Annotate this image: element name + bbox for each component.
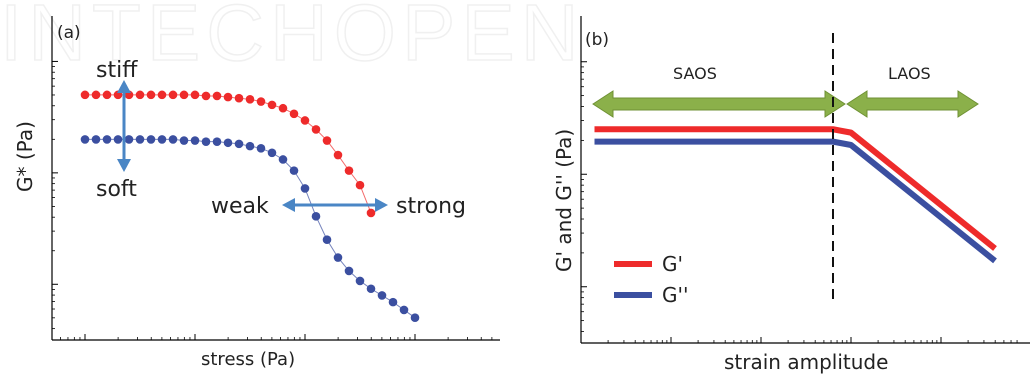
panel-a-series-1-point [212,137,222,146]
panel-a-series-1-point [322,235,332,245]
panel-a-series [80,90,420,323]
panel-b-label: (b) [585,30,609,50]
panel-a-series-1-point [355,276,365,286]
panel-a-series-1-point [344,266,354,276]
panel-b-x-axis-label: strain amplitude [724,350,888,374]
panel-a-series-1-point [80,135,90,144]
panel-a-series-0-point [102,90,112,100]
panel-a-series-0-point [80,90,90,100]
panel-a-series-0-point [245,95,255,104]
panel-a-axes [51,16,500,341]
legend: G' G'' [614,252,689,307]
strong-label: strong [396,194,466,219]
panel-a-x-axis-label: stress (Pa) [201,349,295,370]
panel-a-series-1-point [377,291,387,300]
stiff-label: stiff [96,58,138,83]
panel-a-series-1-point [399,305,409,315]
legend-g-double-prime-label: G'' [662,283,689,307]
panel-a-series-0-point [278,103,288,113]
panel-a-series-1-point [289,166,299,175]
panel-a-series-1-point [300,184,310,193]
panel-a-series-1-point [311,212,321,221]
panel-a-series-1-point [124,135,134,144]
panel-a-series-1-point [179,136,189,145]
panel-a-label: (a) [57,23,81,43]
panel-a-series-0-point [267,100,277,110]
weak-strong-arrow [282,198,388,212]
panel-a-series-1-point [223,138,233,148]
watermark: INTECHOPEN [0,0,585,77]
laos-arrow [846,90,979,118]
panel-a-series-0-point [366,208,376,218]
panel-a-series-1-point [190,136,200,145]
panel-a-series-1-point [234,139,244,149]
panel-a-y-axis-label: G* (Pa) [13,121,37,192]
panel-a-series-1-point [135,135,145,144]
panel-a-series-1-point [201,137,211,146]
panel-a-series-0-point [157,90,167,100]
panel-a-series-0-point [146,90,156,100]
panel-a-series-0-point [300,116,310,125]
panel-a-series-0-point [333,150,343,160]
soft-label: soft [96,177,137,202]
panel-b-series-0-line [594,126,997,251]
saos-region-label: SAOS [673,64,717,83]
panel-a-series-1-point [388,297,398,307]
panel-a-series-1-point [146,135,156,144]
panel-a-series-1-point [278,155,288,164]
panel-a-series-0-point [355,180,365,190]
panel-a-series-1-point [410,313,420,323]
panel-a-series-1-point [267,148,277,158]
panel-a-series-1-point [366,284,376,294]
panel-a-series-1-line [85,138,416,319]
panel-a-series-0-point [256,97,266,106]
panel-a-series-0-point [289,109,299,119]
panel-a-series-1-point [256,144,266,153]
laos-region-label: LAOS [888,64,931,83]
panel-a-series-0-point [322,136,332,145]
panel-a-series-1-point [102,135,112,144]
panel-a-series-1-point [168,135,178,144]
panel-b-series-1-line [594,138,997,264]
panel-a-series-0-point [168,90,178,100]
panel-b-y-axis-label: G' and G'' (Pa) [552,129,576,272]
panel-a-series-0-point [201,91,211,101]
panel-a-series-0-point [344,166,354,175]
panel-a: (a) stress (Pa) G* (Pa) stiff soft weak … [13,16,500,370]
panel-a-series-1-point [157,135,167,144]
panel-b: (b) SAOS LAOS strain amplitude G' and G'… [552,16,1030,374]
panel-a-series-0-point [311,125,321,134]
panel-a-series-0-point [212,91,222,101]
panel-a-series-0-point [223,92,233,102]
panel-a-series-0-point [135,90,145,100]
panel-a-series-0-point [179,90,189,100]
panel-a-series-0-point [190,90,200,100]
panel-a-series-1-point [113,135,123,144]
panel-a-series-1-point [91,135,101,144]
panel-a-series-1-point [333,253,343,262]
panel-a-series-0-point [91,90,101,100]
panel-b-axes [580,16,1030,344]
panel-a-series-1-point [245,141,255,151]
weak-label: weak [211,194,269,219]
stiff-soft-arrow [117,80,131,172]
panel-b-series [594,126,997,264]
panel-a-series-0-point [234,93,244,103]
legend-g-prime-label: G' [662,252,683,276]
saos-arrow [592,90,846,118]
